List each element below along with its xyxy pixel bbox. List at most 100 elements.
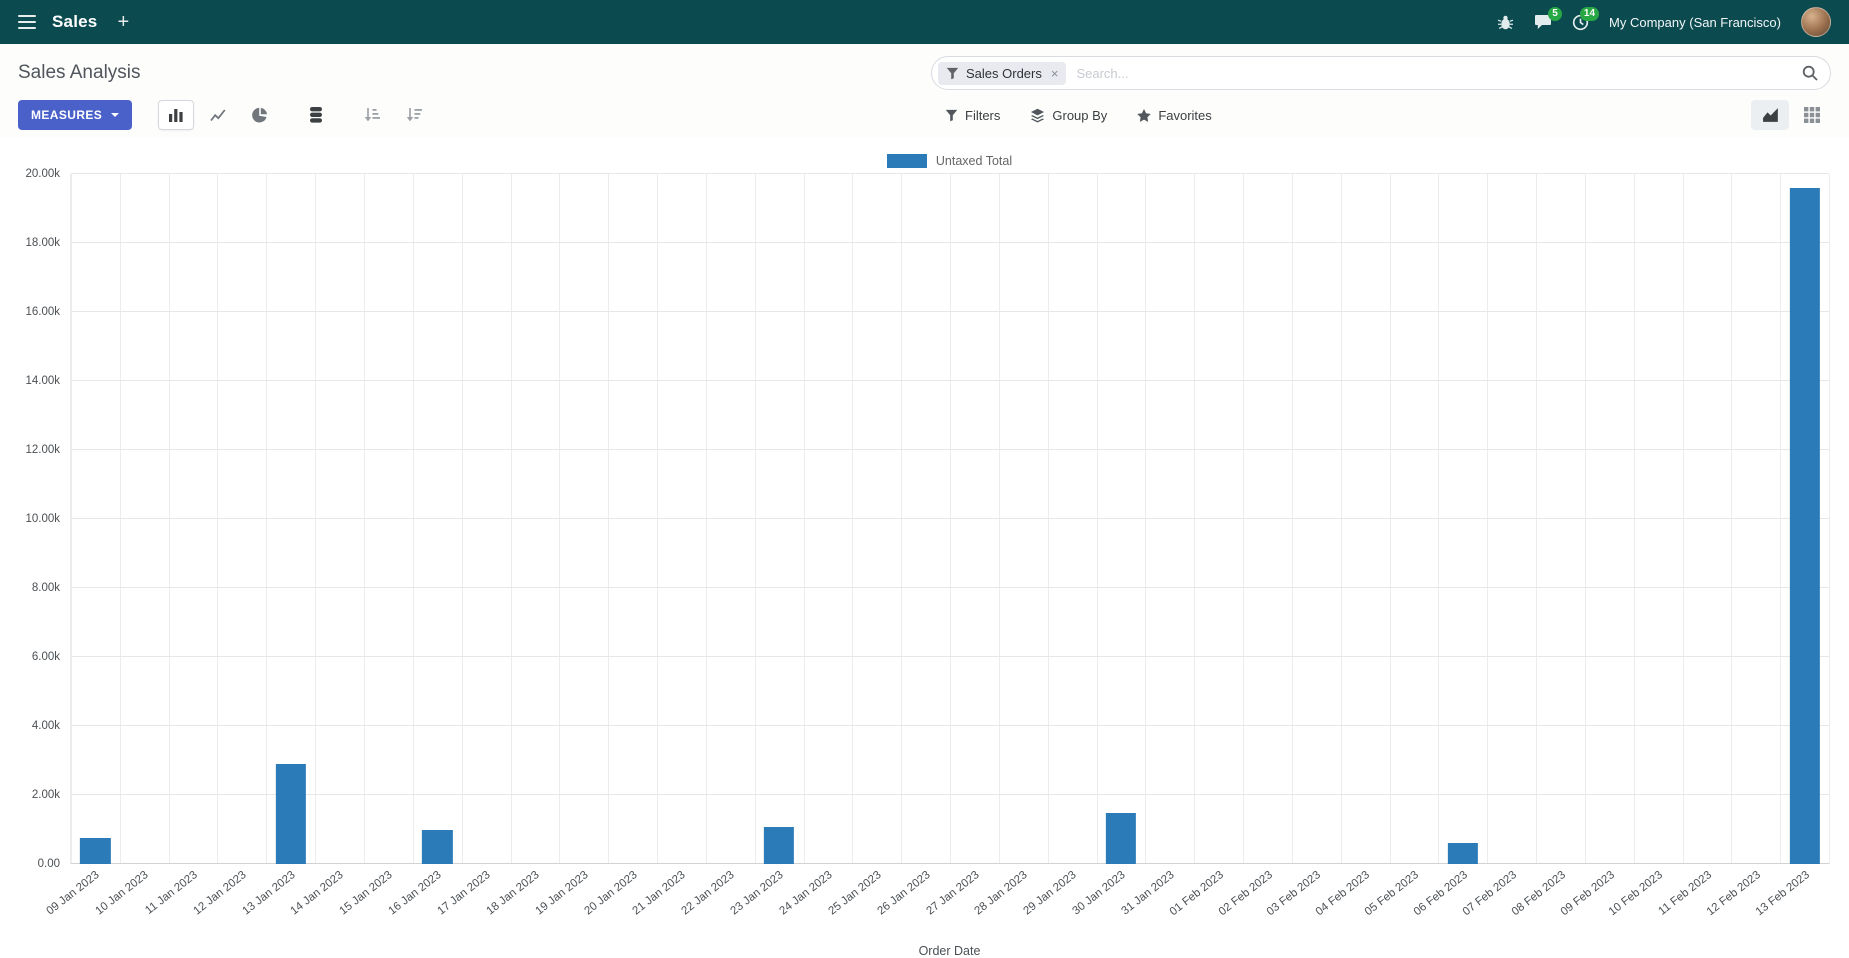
pivot-view-button[interactable] xyxy=(1793,100,1831,130)
graph-controls: MEASURES xyxy=(18,100,432,130)
x-tick-label: 24 Jan 2023 xyxy=(777,869,835,918)
vertical-gridline xyxy=(656,174,658,864)
legend-swatch xyxy=(886,154,927,168)
user-avatar[interactable] xyxy=(1801,7,1831,37)
x-tick-label: 06 Feb 2023 xyxy=(1411,869,1470,919)
vertical-gridline xyxy=(363,174,365,864)
x-tick-label: 07 Feb 2023 xyxy=(1460,869,1519,919)
sort-ascending-button[interactable] xyxy=(354,100,390,130)
horizontal-gridline xyxy=(71,587,1829,588)
search-icon[interactable] xyxy=(1802,65,1818,81)
star-icon xyxy=(1137,108,1152,122)
x-tick-label: 22 Jan 2023 xyxy=(679,869,738,918)
favorites-menu[interactable]: Favorites xyxy=(1137,107,1212,123)
horizontal-gridline xyxy=(71,656,1829,657)
vertical-gridline xyxy=(852,174,854,864)
x-tick-label: 19 Jan 2023 xyxy=(533,869,591,918)
y-tick-label: 2.00k xyxy=(31,789,60,801)
x-axis: 09 Jan 2023 10 Jan 2023 11 Jan 2023 12 Jan … xyxy=(45,864,1829,930)
search-facet-label: Sales Orders xyxy=(966,65,1042,81)
y-tick-label: 6.00k xyxy=(31,651,60,663)
graph-view-button[interactable] xyxy=(1751,100,1789,130)
x-tick-label: 25 Jan 2023 xyxy=(826,869,884,918)
x-tick-label: 12 Jan 2023 xyxy=(191,869,249,918)
x-tick-label: 28 Jan 2023 xyxy=(972,869,1031,918)
debug-bug-icon[interactable] xyxy=(1497,14,1514,31)
bar-16-jan-2023[interactable] xyxy=(422,830,453,864)
vertical-gridline xyxy=(461,174,463,864)
bar-06-feb-2023[interactable] xyxy=(1447,842,1478,864)
y-tick-label: 4.00k xyxy=(31,720,60,732)
group-by-menu[interactable]: Group By xyxy=(1030,108,1107,123)
vertical-gridline xyxy=(1780,174,1782,864)
horizontal-gridline xyxy=(71,311,1829,312)
vertical-gridline xyxy=(1438,174,1440,864)
favorites-label: Favorites xyxy=(1158,107,1212,123)
bar-09-jan-2023[interactable] xyxy=(80,838,111,864)
graph-view: Untaxed Total 0.00 2.00k 4.00k 6.00k 8.00k 10… xyxy=(0,138,1849,958)
search-bar: Sales Orders × xyxy=(931,56,1831,90)
measures-label: MEASURES xyxy=(31,108,103,122)
group-by-label: Group By xyxy=(1052,107,1108,123)
view-switcher xyxy=(1751,100,1831,130)
search-input[interactable] xyxy=(1066,65,1802,81)
activities-clock-icon[interactable]: 14 xyxy=(1572,6,1600,31)
vertical-gridline xyxy=(119,174,121,864)
vertical-gridline xyxy=(71,174,72,864)
y-tick-label: 8.00k xyxy=(31,582,60,594)
activities-count-badge: 14 xyxy=(1579,6,1600,21)
x-tick-label: 21 Jan 2023 xyxy=(630,869,689,918)
x-tick-label: 29 Jan 2023 xyxy=(1021,869,1080,918)
vertical-gridline xyxy=(754,174,756,864)
x-tick-label: 23 Jan 2023 xyxy=(728,869,786,918)
vertical-gridline xyxy=(1242,174,1244,864)
bar-30-jan-2023[interactable] xyxy=(1105,812,1137,864)
search-facet: Sales Orders × xyxy=(938,61,1067,85)
new-tab-button[interactable]: + xyxy=(117,11,130,33)
bar-13-feb-2023[interactable] xyxy=(1789,187,1820,864)
chart-type-group xyxy=(158,100,432,130)
horizontal-gridline xyxy=(71,380,1829,381)
stacked-toggle-button[interactable] xyxy=(298,100,334,130)
x-tick-label: 17 Jan 2023 xyxy=(435,869,493,918)
filter-funnel-icon xyxy=(946,67,959,80)
chart-plot-grid: 0.00 2.00k 4.00k 6.00k 8.00k 10.00k 12.00k 14.0… xyxy=(0,168,1830,930)
vertical-gridline xyxy=(1633,174,1635,864)
caret-down-icon xyxy=(111,113,120,117)
vertical-gridline xyxy=(1291,174,1293,864)
vertical-gridline xyxy=(1340,174,1342,864)
navbar-left: Sales + xyxy=(18,12,133,32)
legend-label: Untaxed Total xyxy=(935,154,1013,168)
y-tick-label: 16.00k xyxy=(25,306,60,318)
vertical-gridline xyxy=(1096,174,1098,864)
search-options: Filters Group By Favorites xyxy=(931,100,1831,130)
horizontal-gridline xyxy=(71,242,1829,243)
chart-legend[interactable]: Untaxed Total xyxy=(70,148,1829,174)
bar-23-jan-2023[interactable] xyxy=(763,826,795,864)
facet-remove-icon[interactable]: × xyxy=(1050,65,1059,81)
vertical-gridline xyxy=(1731,174,1733,864)
messages-icon[interactable]: 5 xyxy=(1534,7,1563,30)
measures-button[interactable]: MEASURES xyxy=(18,100,133,130)
bar-13-jan-2023[interactable] xyxy=(275,763,306,864)
apps-menu-icon[interactable] xyxy=(18,15,36,29)
pie-chart-button[interactable] xyxy=(242,100,278,130)
vertical-gridline xyxy=(1047,174,1049,864)
x-tick-label: 30 Jan 2023 xyxy=(1070,869,1128,918)
company-switcher[interactable]: My Company (San Francisco) xyxy=(1609,14,1781,30)
vertical-gridline xyxy=(803,174,805,864)
vertical-gridline xyxy=(1389,174,1391,864)
horizontal-gridline xyxy=(71,794,1829,795)
filters-menu[interactable]: Filters xyxy=(945,108,1000,123)
line-chart-button[interactable] xyxy=(200,100,236,130)
horizontal-gridline xyxy=(71,518,1829,519)
top-navbar: Sales + 5 14 My Company (San Francisco) xyxy=(0,0,1849,44)
bar-chart-button[interactable] xyxy=(158,100,195,130)
x-tick-label: 26 Jan 2023 xyxy=(875,869,933,918)
vertical-gridline xyxy=(510,174,512,864)
sort-descending-button[interactable] xyxy=(396,100,432,130)
layers-icon xyxy=(1030,108,1045,123)
vertical-gridline xyxy=(1584,174,1586,864)
y-tick-label: 10.00k xyxy=(25,513,60,525)
app-name[interactable]: Sales xyxy=(52,12,98,31)
